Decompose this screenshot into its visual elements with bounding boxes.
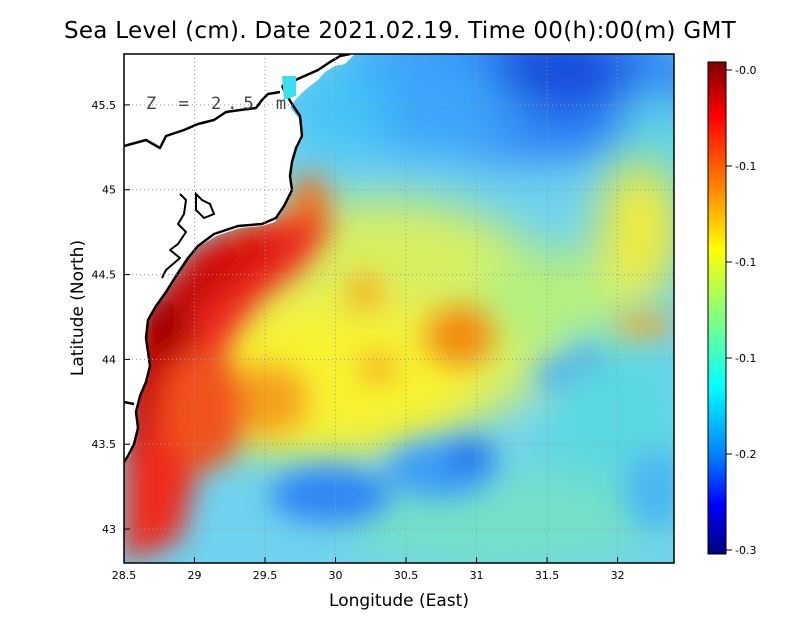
x-tick-label: 29 bbox=[188, 569, 202, 582]
coast-patch bbox=[282, 76, 296, 100]
x-tick-label: 30.5 bbox=[394, 569, 419, 582]
colorbar bbox=[707, 61, 727, 555]
sea-level-field bbox=[124, 54, 674, 563]
colorbar-label: -0.3 bbox=[735, 544, 756, 557]
coastline-north-2 bbox=[281, 54, 351, 88]
x-axis-ticks: 28.5 29 29.5 30 30.5 31 31.5 32 bbox=[112, 557, 625, 582]
x-tick-label: 31.5 bbox=[535, 569, 560, 582]
coastline-lagoon bbox=[161, 193, 187, 279]
y-axis-label: Latitude (North) bbox=[68, 240, 88, 376]
coastline-west bbox=[124, 400, 135, 406]
y-axis-ticks: 43 43.5 44 44.5 45 45.5 bbox=[92, 99, 130, 536]
y-tick-label: 44 bbox=[102, 353, 116, 366]
x-tick-label: 29.5 bbox=[253, 569, 278, 582]
x-tick-label: 32 bbox=[611, 569, 625, 582]
y-tick-label: 45 bbox=[102, 184, 116, 197]
coastline-north bbox=[124, 90, 281, 150]
colorbar-label: -0.2 bbox=[735, 448, 756, 461]
grid-lines bbox=[124, 54, 674, 563]
y-tick-label: 45.5 bbox=[92, 99, 117, 112]
colorbar-labels: -0.0 -0.1 -0.1 -0.1 -0.2 -0.3 bbox=[726, 64, 756, 557]
x-tick-label: 28.5 bbox=[112, 569, 137, 582]
colorbar-label: -0.0 bbox=[735, 64, 756, 77]
coastline bbox=[124, 85, 304, 463]
colorbar-label: -0.1 bbox=[735, 352, 756, 365]
x-axis-label: Longitude (East) bbox=[329, 591, 469, 611]
colorbar-label: -0.1 bbox=[735, 160, 756, 173]
map-title: Sea Level (cm). Date 2021.02.19. Time 00… bbox=[63, 18, 737, 44]
x-tick-label: 31 bbox=[470, 569, 484, 582]
colorbar-label: -0.1 bbox=[735, 256, 756, 269]
y-tick-label: 44.5 bbox=[92, 269, 117, 282]
coastline-lagoon-2 bbox=[195, 191, 216, 220]
y-tick-label: 43 bbox=[102, 523, 116, 536]
x-tick-label: 30 bbox=[329, 569, 343, 582]
land-mask bbox=[124, 54, 355, 464]
depth-label: Z = 2.5 m bbox=[146, 94, 292, 114]
plot-frame bbox=[123, 53, 675, 564]
y-tick-label: 43.5 bbox=[92, 438, 117, 451]
